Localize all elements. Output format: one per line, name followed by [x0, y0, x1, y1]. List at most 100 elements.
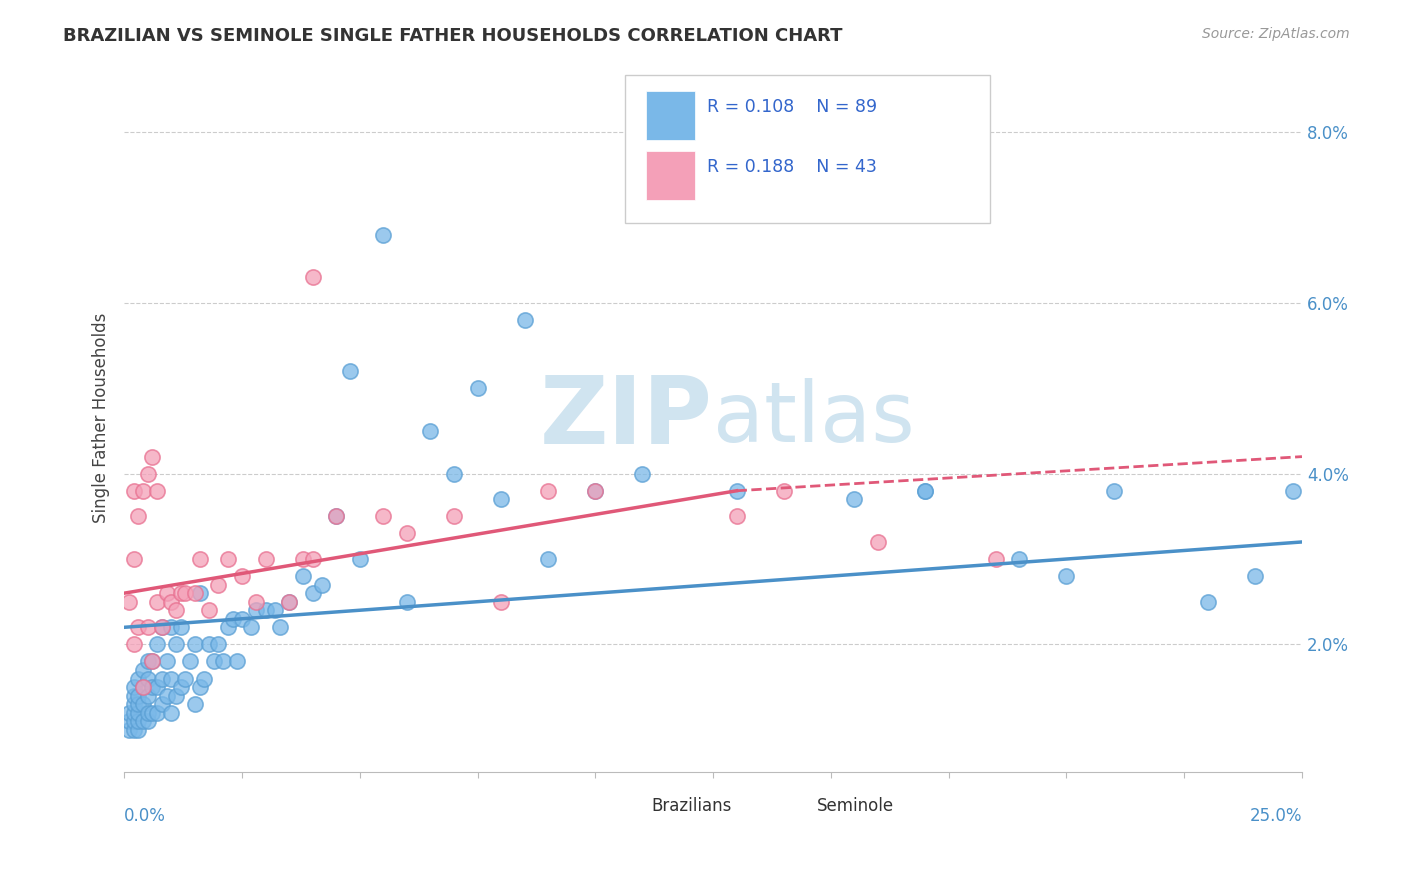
Point [132, 680, 155, 694]
Point [122, 637, 145, 651]
Point [725, 509, 748, 524]
Point [127, 689, 149, 703]
Point [118, 595, 141, 609]
Point [513, 313, 536, 327]
Point [984, 552, 1007, 566]
Point [122, 714, 145, 728]
Text: ZIP: ZIP [540, 372, 713, 464]
Point [174, 672, 197, 686]
Point [325, 509, 347, 524]
Point [1054, 569, 1077, 583]
Point [226, 655, 249, 669]
Point [156, 655, 179, 669]
Point [136, 620, 159, 634]
Point [146, 595, 169, 609]
Point [311, 577, 333, 591]
Point [170, 620, 193, 634]
Point [1008, 552, 1031, 566]
Point [127, 672, 149, 686]
Point [141, 706, 163, 720]
Point [150, 672, 173, 686]
Point [127, 620, 149, 634]
Point [467, 381, 489, 395]
Text: Seminole: Seminole [817, 797, 894, 815]
Point [122, 706, 145, 720]
Point [914, 483, 936, 498]
Point [146, 706, 169, 720]
Point [1197, 595, 1219, 609]
Point [146, 637, 169, 651]
Point [122, 483, 145, 498]
Point [170, 586, 193, 600]
Text: R = 0.108    N = 89: R = 0.108 N = 89 [707, 97, 877, 116]
Point [165, 603, 187, 617]
Point [184, 697, 207, 711]
Point [221, 612, 243, 626]
Point [240, 620, 263, 634]
FancyBboxPatch shape [624, 75, 990, 223]
Point [118, 706, 141, 720]
Point [127, 706, 149, 720]
FancyBboxPatch shape [645, 91, 696, 140]
Point [136, 706, 159, 720]
Point [165, 637, 187, 651]
Text: BRAZILIAN VS SEMINOLE SINGLE FATHER HOUSEHOLDS CORRELATION CHART: BRAZILIAN VS SEMINOLE SINGLE FATHER HOUS… [63, 27, 842, 45]
Point [150, 620, 173, 634]
Point [170, 680, 193, 694]
Text: atlas: atlas [713, 377, 915, 458]
Point [212, 655, 235, 669]
Point [150, 697, 173, 711]
Point [489, 492, 512, 507]
Point [349, 552, 371, 566]
Point [132, 483, 155, 498]
Point [136, 689, 159, 703]
Text: 0.0%: 0.0% [124, 806, 166, 824]
FancyBboxPatch shape [645, 151, 696, 200]
Point [207, 577, 229, 591]
Point [127, 723, 149, 737]
Text: Brazilians: Brazilians [652, 797, 733, 815]
Point [202, 655, 225, 669]
Point [245, 603, 267, 617]
Point [301, 552, 323, 566]
Text: Source: ZipAtlas.com: Source: ZipAtlas.com [1202, 27, 1350, 41]
Point [156, 689, 179, 703]
Point [254, 552, 277, 566]
Point [583, 483, 606, 498]
Point [146, 680, 169, 694]
Point [395, 595, 418, 609]
Point [325, 509, 347, 524]
Point [231, 569, 253, 583]
Point [136, 714, 159, 728]
FancyBboxPatch shape [605, 791, 643, 822]
Point [489, 595, 512, 609]
Point [1102, 483, 1125, 498]
Point [184, 586, 207, 600]
Point [136, 672, 159, 686]
Point [179, 655, 201, 669]
Point [188, 680, 211, 694]
Point [254, 603, 277, 617]
Point [146, 483, 169, 498]
Point [122, 680, 145, 694]
Point [198, 603, 221, 617]
Text: 25.0%: 25.0% [1250, 806, 1302, 824]
Point [127, 714, 149, 728]
Point [141, 655, 163, 669]
Point [301, 586, 323, 600]
Point [160, 706, 183, 720]
Point [866, 535, 889, 549]
Point [160, 595, 183, 609]
Point [844, 492, 866, 507]
Point [278, 595, 301, 609]
Point [443, 467, 465, 481]
FancyBboxPatch shape [769, 791, 807, 822]
Point [122, 697, 145, 711]
Point [174, 586, 197, 600]
Point [537, 483, 560, 498]
Point [1281, 483, 1303, 498]
Point [373, 509, 395, 524]
Point [419, 424, 441, 438]
Point [231, 612, 253, 626]
Point [127, 697, 149, 711]
